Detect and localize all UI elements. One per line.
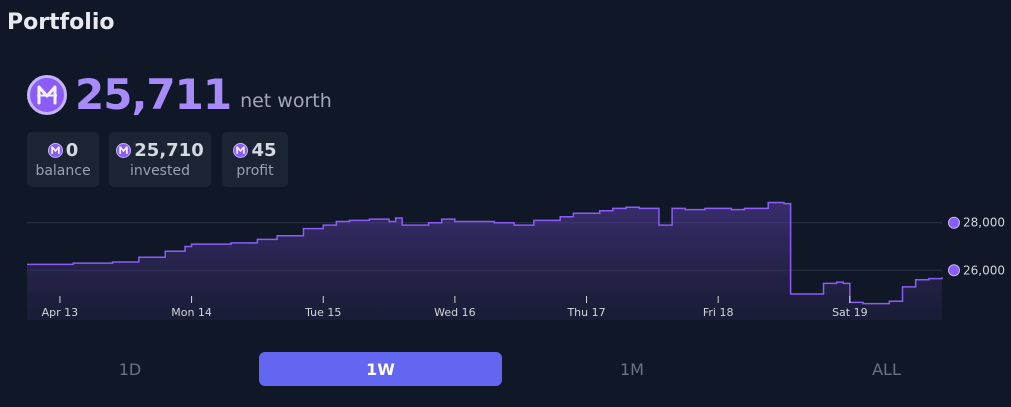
invested-label: invested [130, 163, 190, 179]
y-tick-label: 26,000 [963, 263, 1005, 277]
balance-stat: 0 balance [27, 132, 99, 187]
x-tick-label: Tue 15 [304, 306, 341, 319]
mana-coin-icon [27, 75, 67, 115]
portfolio-chart[interactable]: 28,000 26,000 Apr 13 Mon 14 Tue 15 Wed 16 Thu… [0, 190, 1011, 325]
tab-1d[interactable]: 1D [118, 359, 142, 379]
x-tick-label: Wed 16 [434, 306, 475, 319]
x-tick-label: Apr 13 [42, 306, 79, 319]
chart-area [27, 202, 942, 320]
page-title: Portfolio [7, 10, 115, 35]
mana-coin-icon [47, 143, 63, 158]
balance-value: 0 [65, 140, 79, 161]
profit-stat: 45 profit [222, 132, 288, 187]
net-worth-label: net worth [240, 90, 332, 112]
tab-1m[interactable]: 1M [620, 359, 644, 379]
mana-coin-icon [116, 143, 132, 158]
x-tick-label: Mon 14 [171, 306, 212, 319]
x-tick-label: Sat 19 [832, 306, 868, 319]
profit-value: 45 [251, 140, 277, 161]
balance-label: balance [35, 163, 91, 179]
mana-coin-icon [233, 143, 249, 158]
net-worth-value: 25,711 [75, 70, 232, 119]
profit-label: profit [236, 163, 274, 179]
invested-value: 25,710 [134, 140, 204, 161]
mana-coin-icon [948, 216, 960, 229]
mana-coin-icon [948, 264, 960, 277]
tab-1w[interactable]: 1W [259, 352, 502, 386]
tab-all[interactable]: ALL [872, 359, 901, 379]
x-tick-label: Thu 17 [566, 306, 605, 319]
invested-stat: 25,710 invested [109, 132, 211, 187]
timeframe-tabs: 1D 1W 1M ALL [0, 352, 1011, 386]
chart-line [27, 201, 943, 305]
x-tick-label: Fri 18 [703, 306, 734, 319]
net-worth-display: 25,711 net worth [27, 74, 332, 116]
y-tick-label: 28,000 [963, 216, 1005, 230]
